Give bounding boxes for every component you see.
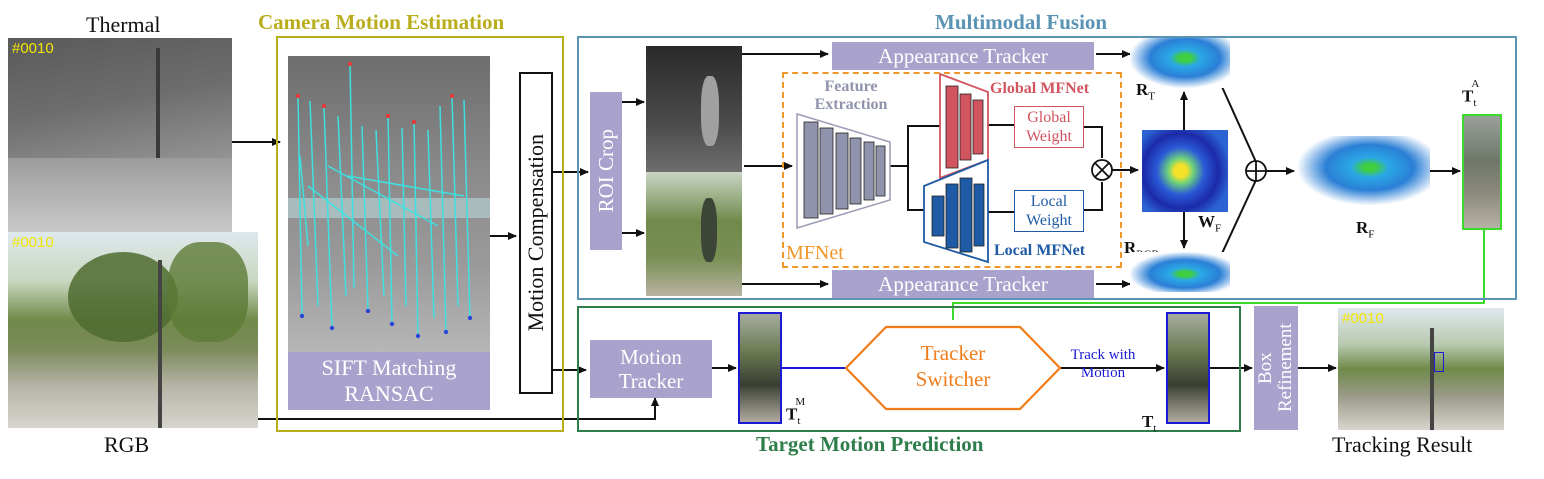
motion-tracker-box: Motion Tracker — [590, 340, 712, 398]
tt-label: Tt — [1142, 412, 1156, 434]
rf-symbol: R — [1356, 218, 1369, 237]
roi-crop-label: ROI Crop — [593, 129, 618, 213]
rgb-input-image: #0010 — [8, 232, 258, 428]
camera-motion-frame — [276, 36, 564, 432]
sift-match-lines — [296, 62, 473, 339]
tm-label: TtM — [786, 396, 810, 428]
sift-matching-ransac-box: SIFT Matching RANSAC — [288, 352, 490, 410]
ta-symbol: T — [1462, 86, 1474, 106]
response-map-thermal — [1130, 38, 1230, 88]
motion-compensation-box: Motion Compensation — [519, 72, 553, 394]
rt-subscript: T — [1148, 90, 1156, 103]
appearance-tracker-bottom-label: Appearance Tracker — [878, 271, 1048, 296]
rgb-crop-image — [646, 172, 742, 296]
wf-label: WF — [1198, 212, 1221, 234]
tt-symbol: T — [1142, 412, 1154, 431]
mfnet-frame — [782, 72, 1122, 268]
line-fe-to-nets — [890, 125, 940, 167]
tracking-bounding-box — [1434, 352, 1444, 372]
target-motion-frame — [577, 306, 1241, 432]
ta-subscript: t — [1473, 97, 1477, 110]
tracking-result-image: #0010 — [1338, 308, 1504, 430]
tm-subscript: t — [797, 415, 801, 428]
rgb-frame-id: #0010 — [12, 234, 54, 251]
rf-subscript: F — [1368, 228, 1375, 241]
thermal-crop-image — [646, 46, 742, 172]
tracker-switcher-shape — [844, 325, 1062, 411]
global-weight-label: Global Weight — [1026, 109, 1072, 145]
sift-matching-image — [288, 56, 490, 356]
thermal-frame-id: #0010 — [12, 40, 54, 57]
response-map-rgb — [1130, 252, 1230, 292]
tracking-result-label: Tracking Result — [1332, 432, 1473, 457]
green-link-ta-to-switcher — [952, 230, 1485, 320]
weight-map-wf — [1142, 130, 1228, 212]
feature-extraction-label: Feature Extraction — [814, 78, 888, 113]
rgb-label: RGB — [104, 432, 150, 457]
appearance-tracker-top-label: Appearance Tracker — [878, 43, 1048, 68]
appearance-target-image — [1462, 114, 1502, 230]
wf-symbol: W — [1198, 212, 1215, 231]
local-weight-box: Local Weight — [1014, 190, 1084, 232]
global-weight-box: Global Weight — [1014, 106, 1084, 148]
local-weight-label: Local Weight — [1026, 193, 1072, 229]
tm-symbol: T — [786, 404, 798, 424]
ta-label: TtA — [1462, 78, 1484, 110]
thermal-input-image: #0010 — [8, 38, 232, 232]
box-refinement-label: Box Refinement — [1255, 323, 1296, 413]
multimodal-fusion-title: Multimodal Fusion — [935, 10, 1108, 34]
feature-extraction-layers — [803, 121, 886, 219]
final-target-image — [1166, 312, 1210, 424]
local-mfnet-label: Local MFNet — [994, 242, 1086, 259]
thermal-label: Thermal — [86, 12, 161, 37]
appearance-tracker-top: Appearance Tracker — [832, 42, 1094, 70]
ta-superscript: A — [1471, 78, 1480, 90]
mfnet-label: MFNet — [786, 242, 844, 264]
box-refinement-box: Box Refinement — [1254, 306, 1298, 430]
multimodal-fusion-frame — [577, 36, 1517, 300]
roi-crop-box: ROI Crop — [590, 92, 622, 250]
wf-subscript: F — [1215, 222, 1222, 235]
motion-tracker-label: Motion Tracker — [618, 345, 684, 393]
arrow-rgb-to-motion-tracker — [258, 397, 659, 420]
appearance-tracker-bottom: Appearance Tracker — [832, 270, 1094, 298]
response-map-fused — [1296, 136, 1430, 206]
result-frame-id: #0010 — [1342, 310, 1384, 327]
sift-matching-ransac-label: SIFT Matching RANSAC — [321, 355, 457, 406]
track-with-motion-label: Track with Motion — [1070, 347, 1136, 381]
camera-motion-title: Camera Motion Estimation — [258, 10, 505, 34]
rt-label: RT — [1136, 80, 1155, 102]
motion-compensation-label: Motion Compensation — [523, 134, 548, 332]
rt-symbol: R — [1136, 80, 1149, 99]
rf-label: RF — [1356, 218, 1374, 240]
motion-target-image — [738, 312, 782, 424]
tt-subscript: t — [1153, 422, 1157, 435]
tracker-switcher-label: Tracker Switcher — [915, 341, 991, 391]
global-mfnet-label: Global MFNet — [990, 80, 1090, 97]
tm-superscript: M — [795, 396, 806, 408]
target-motion-title: Target Motion Prediction — [756, 432, 984, 456]
